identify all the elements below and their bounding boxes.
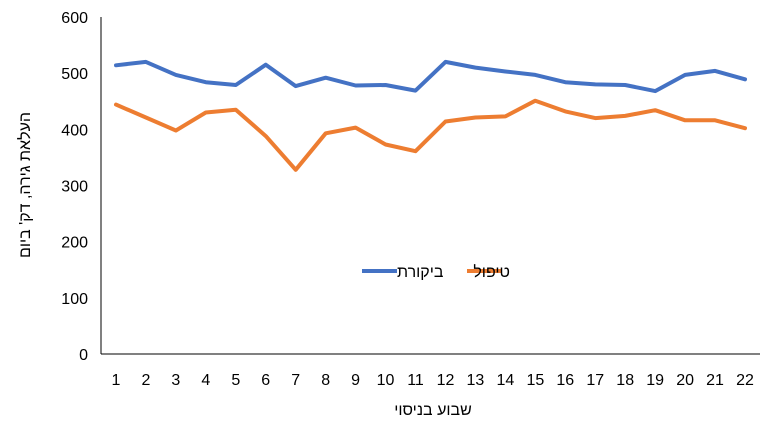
x-tick-label: 10: [377, 372, 395, 389]
x-tick-label: 1: [112, 372, 121, 389]
y-tick-label: 300: [61, 179, 88, 196]
x-tick-label: 4: [201, 372, 210, 389]
series-line-control: [114, 59, 747, 94]
x-tick-label: 3: [171, 372, 180, 389]
y-tick-labels: 0 100 200 300 400 500 600: [61, 10, 88, 364]
y-axis-title: העלאת גירה, דק' ביום: [16, 112, 34, 258]
x-tick-label: 20: [676, 372, 694, 389]
x-tick-label: 17: [586, 372, 604, 389]
axes: [100, 17, 760, 355]
x-tick-label: 18: [616, 372, 634, 389]
x-tick-label: 7: [291, 372, 300, 389]
x-tick-label: 8: [321, 372, 330, 389]
x-tick-label: 11: [407, 372, 424, 389]
y-tick-label: 600: [61, 10, 88, 27]
x-tick-label: 6: [261, 372, 270, 389]
x-axis-title: שבוע בניסוי: [394, 402, 472, 419]
x-tick-labels: 1 2 3 4 5 6 7 8 9 10 11 12 13 14 15 16 17 18 19 20 21 22: [112, 372, 754, 389]
x-tick-label: 14: [496, 372, 514, 389]
series-line-treatment: [114, 98, 747, 172]
x-tick-label: 13: [467, 372, 485, 389]
x-tick-label: 22: [736, 372, 754, 389]
x-tick-label: 2: [141, 372, 150, 389]
x-tick-label: 9: [351, 372, 360, 389]
x-tick-label: 19: [646, 372, 664, 389]
y-tick-label: 400: [61, 122, 88, 139]
legend: ביקורת טיפול: [362, 263, 510, 281]
y-tick-label: 100: [61, 291, 88, 308]
legend-label-control: ביקורת: [397, 264, 444, 281]
series-layer: [114, 59, 747, 172]
y-tick-label: 0: [79, 347, 88, 364]
x-tick-label: 5: [231, 372, 240, 389]
x-tick-label: 21: [706, 372, 724, 389]
x-tick-label: 16: [556, 372, 574, 389]
x-tick-label: 15: [526, 372, 544, 389]
legend-label-treatment: טיפול: [473, 263, 510, 281]
y-tick-label: 200: [61, 235, 88, 252]
y-tick-label: 500: [61, 66, 88, 83]
x-tick-label: 12: [437, 372, 455, 389]
